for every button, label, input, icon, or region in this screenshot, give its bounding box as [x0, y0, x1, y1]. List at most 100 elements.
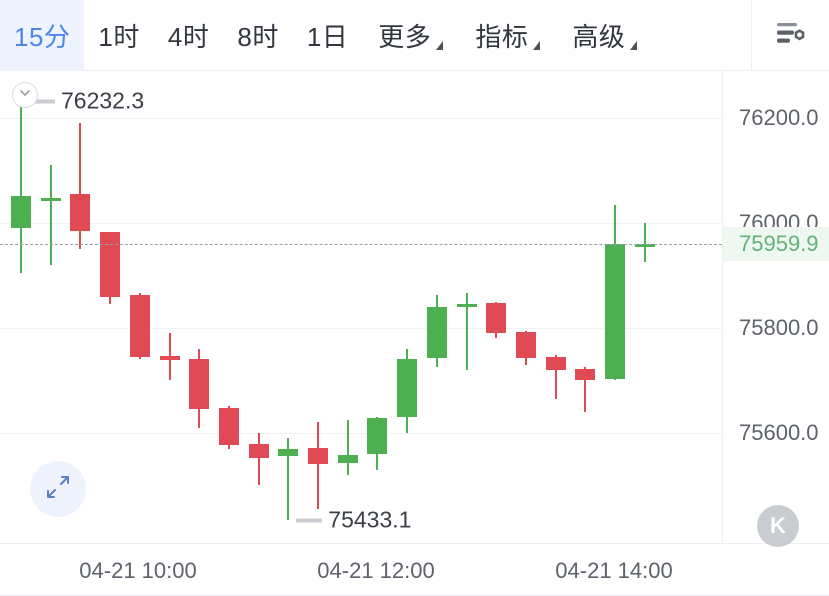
chart-toolbar: 15分 1时 4时 8时 1日 更多 指标 高级 [0, 0, 829, 71]
price-axis-tick-label: 75800.0 [739, 314, 819, 340]
chart-plot-area[interactable]: 76232.3 75433.1 [0, 71, 722, 543]
timeframe-tab-6[interactable]: 指标 [459, 0, 556, 71]
candlestick [11, 71, 31, 543]
fullscreen-expand-button[interactable] [30, 461, 86, 517]
timeframe-tab-label: 1日 [306, 22, 349, 52]
candle-body [426, 307, 447, 359]
candlestick [218, 71, 239, 543]
current-price-badge-box: 75959.9 [723, 227, 829, 262]
collapse-panel-button[interactable] [12, 82, 38, 108]
price-axis-tick-label: 75600.0 [739, 419, 819, 445]
price-axis[interactable]: 76200.0 76000.0 75800.0 75600.0 75959.9 [722, 71, 829, 543]
candle-wick [465, 293, 468, 370]
expand-arrows-icon [43, 472, 73, 507]
timeframe-tab-5[interactable]: 更多 [362, 0, 459, 71]
candle-wick [317, 422, 319, 509]
timeframe-tab-1[interactable]: 1时 [84, 0, 153, 71]
time-axis-tick-label: 04-21 10:00 [79, 558, 197, 583]
candlestick [159, 71, 180, 543]
gridline [0, 327, 722, 329]
marker-label: 76232.3 [61, 87, 145, 114]
candle-body [575, 368, 596, 381]
candlestick [367, 71, 388, 543]
timeframe-tab-label: 更多 [378, 22, 432, 52]
gridline [0, 432, 722, 434]
candlestick [397, 71, 418, 543]
timeframe-tab-label: 15分 [14, 22, 71, 52]
candlestick [189, 71, 210, 543]
marker-dash-icon [29, 99, 55, 104]
candle-wick [584, 366, 587, 412]
timeframe-tab-label: 4时 [167, 22, 210, 52]
candlestick [248, 71, 269, 543]
chart-settings-icon [773, 18, 809, 53]
price-axis-tick-label: 76200.0 [739, 105, 819, 131]
timeframe-tab-label: 1时 [98, 22, 140, 52]
candle-wick [554, 355, 557, 399]
candlestick [456, 71, 477, 543]
candlestick [40, 71, 61, 543]
candle-wick [49, 165, 52, 266]
candle-body [456, 304, 477, 308]
toolbar-spacer [653, 0, 751, 70]
current-price-value: 75959.9 [739, 231, 819, 257]
candlestick [426, 71, 447, 543]
candle-wick [346, 419, 349, 475]
candle-wick [257, 432, 260, 486]
price-line [0, 244, 722, 246]
chart-settings-button[interactable] [751, 0, 829, 71]
high-price-marker: 76232.3 [29, 88, 144, 115]
chevron-down-icon [436, 41, 444, 50]
timeframe-tab-0[interactable]: 15分 [0, 0, 85, 71]
timeframe-tab-3[interactable]: 8时 [223, 0, 292, 71]
marker-dash-icon [296, 518, 323, 523]
candle-body [337, 454, 358, 463]
candle-body [248, 444, 269, 459]
candlestick [605, 71, 625, 543]
candle-body [545, 357, 566, 370]
time-axis: 04-21 10:00 04-21 12:00 04-21 14:00 [0, 543, 829, 596]
timeframe-tab-7[interactable]: 高级 [556, 0, 653, 71]
candle-body [308, 447, 328, 465]
timeframe-tab-list: 15分 1时 4时 8时 1日 更多 指标 高级 [0, 0, 653, 71]
timeframe-tab-2[interactable]: 4时 [154, 0, 223, 71]
candle-wick [287, 438, 290, 521]
marker-label: 75433.1 [328, 506, 412, 533]
candle-body [634, 244, 655, 248]
candlestick [486, 71, 507, 543]
candle-body [605, 244, 625, 380]
candlestick [100, 71, 121, 543]
candle-wick [20, 101, 22, 273]
candle-wick [643, 223, 646, 263]
candlestick [70, 71, 91, 543]
timeframe-tab-label: 高级 [572, 22, 626, 52]
candle-body [218, 407, 239, 446]
candle-body [159, 356, 180, 361]
kline-toggle-button[interactable]: K [757, 505, 799, 547]
candle-body [397, 359, 418, 418]
candle-body [129, 295, 150, 358]
candlestick [129, 71, 150, 543]
candle-body [367, 418, 388, 454]
candle-body [100, 232, 121, 297]
time-axis-tick-label: 04-21 14:00 [555, 558, 673, 583]
timeframe-tab-4[interactable]: 1日 [293, 0, 362, 71]
chevron-down-icon [17, 85, 33, 106]
candle-body [11, 195, 31, 229]
chevron-down-icon [630, 41, 638, 50]
candle-body [70, 194, 91, 231]
candle-body [515, 332, 536, 359]
candle-body [40, 197, 61, 201]
candlestick [337, 71, 358, 543]
candlestick [308, 71, 328, 543]
candlestick [545, 71, 566, 543]
candlestick [515, 71, 536, 543]
gridline [0, 223, 722, 225]
low-price-marker: 75433.1 [296, 507, 411, 534]
time-axis-tick-label: 04-21 12:00 [317, 558, 435, 583]
candle-body [189, 359, 210, 409]
candlestick [278, 71, 299, 543]
candlestick [575, 71, 596, 543]
kline-toggle-label: K [770, 513, 786, 538]
